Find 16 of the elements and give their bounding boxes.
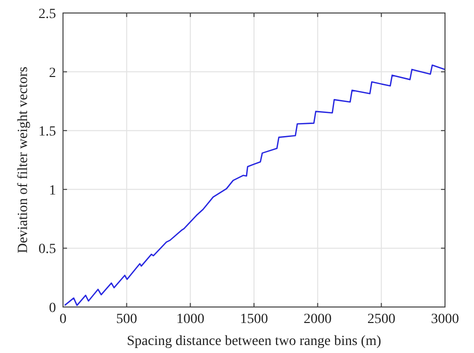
- x-tick-label: 0: [60, 312, 66, 327]
- x-tick-label: 500: [116, 312, 138, 327]
- y-tick-label: 0: [49, 301, 56, 316]
- y-tick-label: 2.5: [38, 7, 56, 22]
- x-tick-label: 1000: [176, 312, 204, 327]
- x-tick-label: 2500: [367, 312, 396, 327]
- x-axis-title: Spacing distance between two range bins (m): [126, 334, 382, 349]
- x-tick-label: 3000: [431, 312, 459, 327]
- y-axis-title: Deviation of filter weight vectors: [16, 66, 31, 254]
- y-tick-label: 1: [49, 183, 56, 198]
- y-tick-label: 0.5: [38, 242, 56, 258]
- x-tick-label: 2000: [304, 312, 332, 327]
- x-tick-label: 1500: [240, 312, 268, 327]
- y-tick-label: 2: [49, 66, 56, 81]
- line-series: [64, 64, 446, 306]
- y-tick-label: 1.5: [38, 124, 56, 140]
